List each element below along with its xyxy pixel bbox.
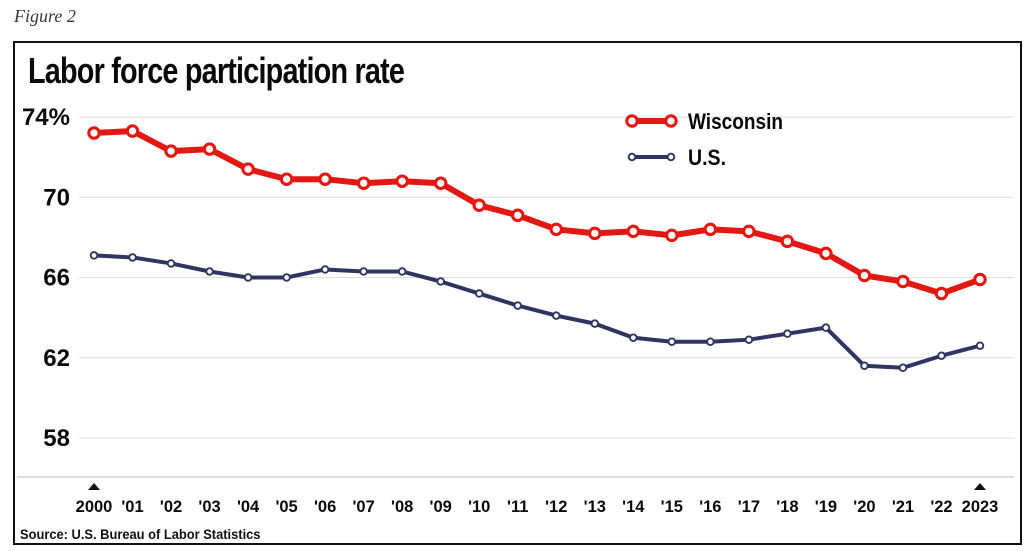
- svg-text:'15: '15: [661, 498, 683, 516]
- svg-text:'17: '17: [738, 498, 760, 516]
- svg-text:'05: '05: [275, 498, 297, 516]
- svg-text:'08: '08: [391, 498, 413, 516]
- svg-text:'13: '13: [584, 498, 606, 516]
- svg-text:'07: '07: [353, 498, 375, 516]
- svg-text:'18: '18: [776, 498, 798, 516]
- svg-text:66: 66: [43, 265, 70, 292]
- svg-text:62: 62: [43, 345, 70, 372]
- svg-text:'09: '09: [430, 498, 452, 516]
- svg-text:58: 58: [43, 425, 70, 452]
- svg-text:'12: '12: [545, 498, 567, 516]
- svg-text:2023: 2023: [962, 498, 999, 516]
- svg-text:'11: '11: [507, 498, 528, 516]
- svg-text:U.S.: U.S.: [688, 145, 726, 170]
- svg-text:'02: '02: [160, 498, 182, 516]
- svg-text:70: 70: [43, 184, 70, 211]
- svg-text:74%: 74%: [22, 104, 70, 131]
- svg-text:'01: '01: [121, 498, 143, 516]
- svg-text:Wisconsin: Wisconsin: [688, 109, 783, 134]
- svg-text:'04: '04: [237, 498, 260, 516]
- svg-text:'19: '19: [815, 498, 837, 516]
- svg-text:'14: '14: [622, 498, 645, 516]
- svg-text:'20: '20: [853, 498, 875, 516]
- svg-text:'22: '22: [930, 498, 952, 516]
- svg-text:'16: '16: [699, 498, 721, 516]
- svg-text:'03: '03: [198, 498, 220, 516]
- svg-text:'10: '10: [468, 498, 490, 516]
- svg-text:2000: 2000: [76, 498, 113, 516]
- svg-text:'06: '06: [314, 498, 336, 516]
- svg-text:'21: '21: [892, 498, 914, 516]
